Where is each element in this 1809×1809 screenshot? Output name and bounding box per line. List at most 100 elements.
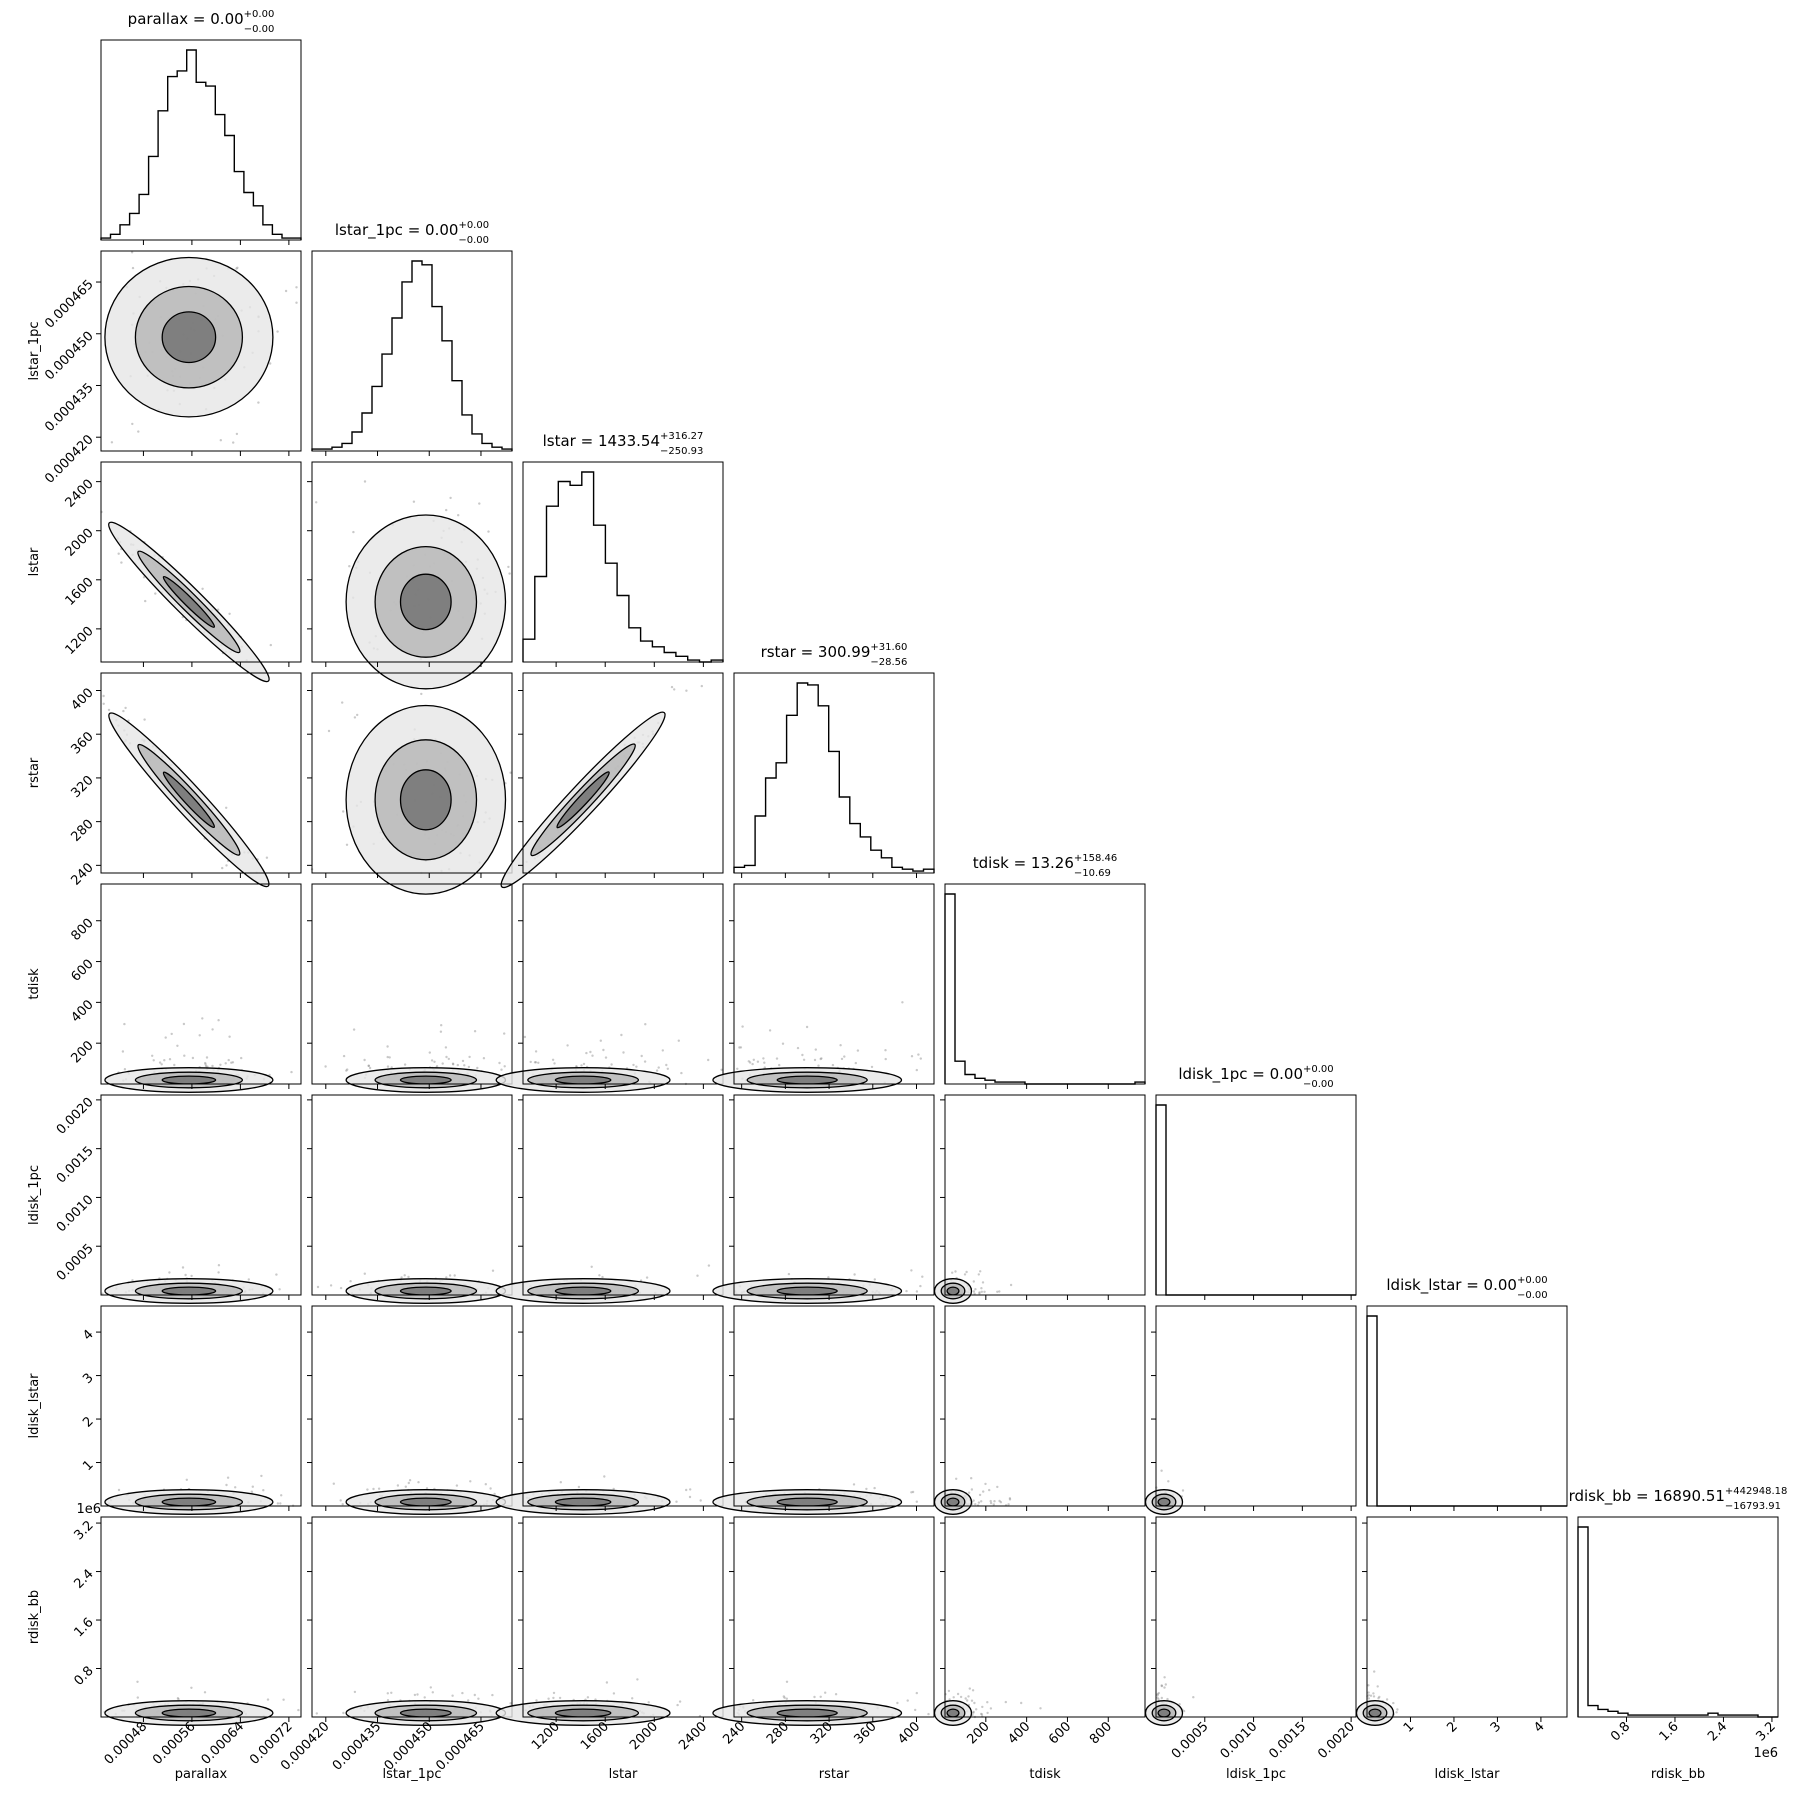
sample-point [251,1485,254,1488]
sample-point [489,1487,492,1490]
sample-point [688,1495,692,1499]
sample-point [1008,1498,1012,1501]
y-offset-text-rdisk_bb: 1e6 [76,1502,101,1517]
sample-point [529,1060,532,1064]
sample-point [339,1499,342,1502]
x-tick-label-ldisk_lstar: 3 [1488,1719,1504,1735]
sample-point [441,1062,444,1065]
sample-point [173,1063,176,1067]
sample-point [622,1051,625,1054]
panel-title-ldisk_lstar: ldisk_lstar = 0.00+0.00 [1386,1275,1547,1295]
sample-point [602,1048,605,1052]
sample-point [130,251,134,254]
sample-point [487,530,490,533]
sample-point [240,1056,243,1060]
x-axis-label-rstar: rstar [819,1767,850,1782]
panel-frame [522,461,724,663]
x-tick-label-rstar: 240 [720,1719,748,1747]
panel-frame [733,883,935,1085]
panel-frame [944,1516,1146,1718]
y-tick-label-ldisk_1pc: 0.0005 [54,1241,97,1284]
density-contour [946,1708,960,1718]
panel-frame [1155,1094,1357,1296]
sample-point [856,1049,860,1052]
sample-point [363,1272,366,1275]
x-axis-label-rdisk_bb: rdisk_bb [1651,1767,1705,1782]
sample-point [477,1697,480,1700]
sample-point [461,1691,464,1695]
y-tick-label-rdisk_bb: 2.4 [71,1567,96,1592]
x-tick-label-rstar: 400 [895,1719,923,1747]
sample-point [257,401,260,404]
sample-point [980,1713,984,1716]
sample-point [959,1695,963,1699]
sample-point [834,1693,838,1696]
sample-point [1157,1698,1160,1701]
sample-point [620,1033,623,1037]
sample-point [403,1274,406,1277]
panel-frame [522,672,724,874]
sample-point [778,1063,781,1067]
sample-point [839,1044,842,1047]
density-contour [1157,1708,1171,1718]
sample-point [448,1274,452,1277]
sample-point [356,713,359,717]
sample-point [547,1697,550,1700]
x-tick-label-rdisk_bb: 1.6 [1657,1719,1682,1744]
sample-point [451,1062,455,1065]
x-axis-label-lstar_1pc: lstar_1pc [383,1767,442,1782]
panel-title-rstar: rstar = 300.99+31.60 [761,642,908,661]
sample-point [927,1712,930,1716]
sample-point [117,1488,121,1492]
scatter-panel-rstar-vs-lstar_1pc [307,672,513,895]
sample-point [685,689,688,692]
sample-point [404,1485,407,1488]
sample-point [534,1061,538,1064]
density-contour [1157,1497,1171,1507]
sample-point [785,1697,788,1700]
x-offset-text-rdisk_bb: 1e6 [1753,1746,1778,1761]
sample-point [598,1274,601,1277]
panel-title-lower-rdisk_bb: −16793.91 [1725,1501,1781,1512]
sample-point [232,441,235,444]
sample-point [211,1064,214,1068]
sample-point [910,1491,913,1494]
sample-point [1378,1695,1381,1699]
sample-point [284,289,288,293]
sample-point [610,1063,613,1066]
sample-point [420,692,423,696]
y-tick-label-rstar: 320 [68,773,96,801]
density-contour [161,311,217,364]
histogram-panel-ldisk_lstar: ldisk_lstar = 0.00+0.00−0.00 [1366,1275,1568,1511]
y-tick-label-ldisk_lstar: 3 [80,1371,96,1387]
sample-point [768,1029,772,1032]
sample-point [447,1057,450,1061]
sample-point [168,1271,171,1274]
density-contour [161,1708,217,1718]
sample-point [342,1054,346,1058]
sample-point [884,1049,887,1052]
density-contour [776,1286,838,1296]
sample-point [372,1487,375,1491]
panel-title-rdisk_bb: rdisk_bb = 16890.51+442948.18 [1569,1486,1788,1506]
sample-point [577,1485,581,1489]
sample-point [1160,1684,1163,1687]
sample-point [974,1503,977,1506]
panel-frame [944,883,1146,1085]
y-tick-label-rstar: 360 [68,729,96,757]
sample-point [665,1063,668,1067]
sample-point [984,1482,987,1486]
sample-point [235,267,238,270]
sample-point [782,1695,785,1698]
sample-point [346,1068,349,1071]
sample-point [440,1023,443,1027]
scatter-panel-ldisk_1pc-vs-parallax [96,1094,302,1304]
sample-point [227,1058,230,1062]
y-tick-label-rdisk_bb: 3.2 [71,1518,96,1543]
sample-point [224,1062,227,1065]
sample-point [1004,1700,1007,1704]
x-tick-label-lstar_1pc: 0.000465 [433,1719,487,1773]
sample-point [324,1065,327,1068]
sample-point [1160,1684,1164,1688]
sample-point [509,771,512,774]
